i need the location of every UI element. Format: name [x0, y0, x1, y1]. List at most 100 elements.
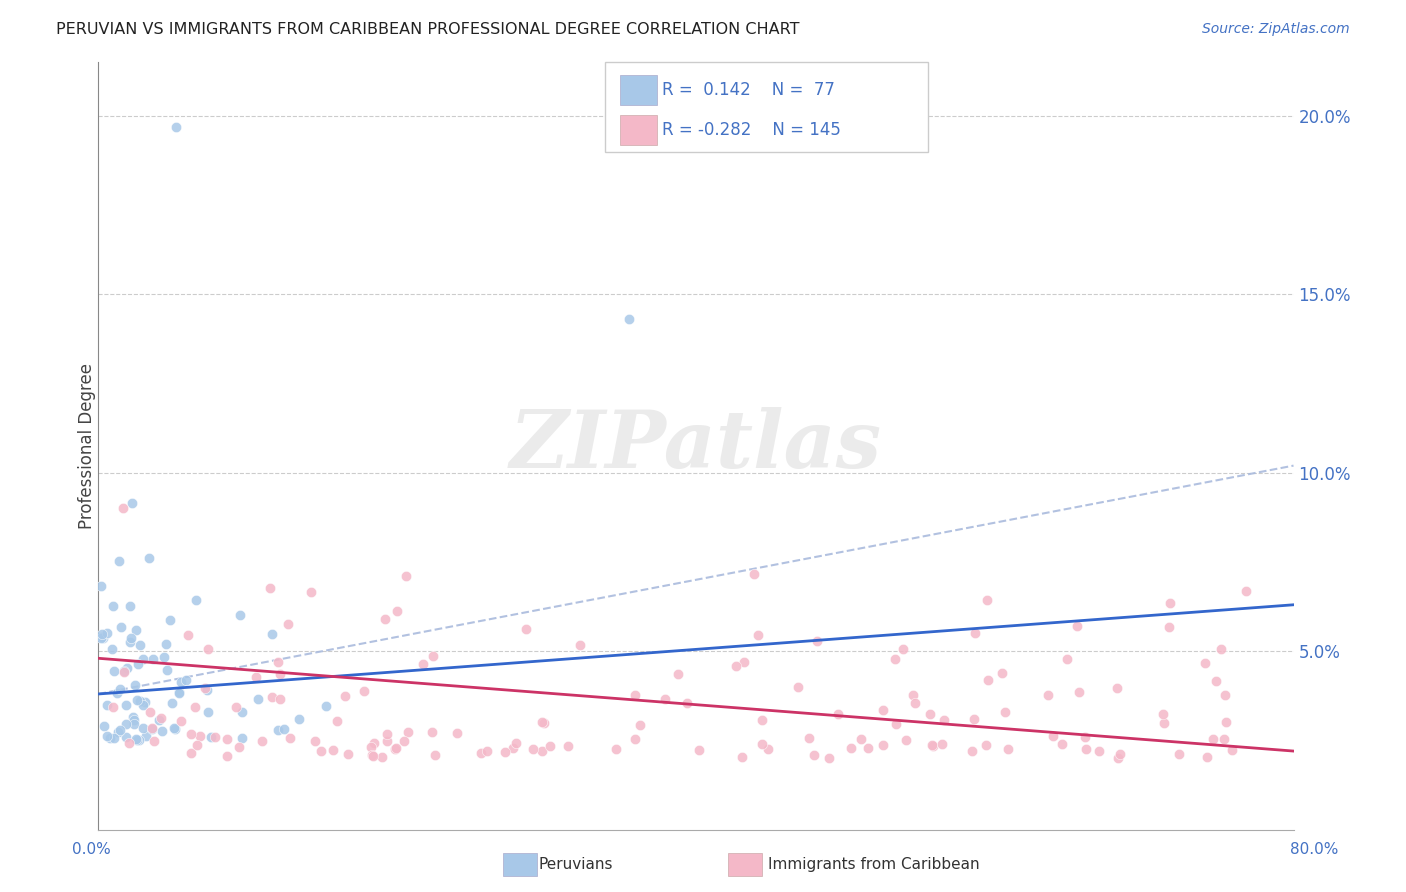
Point [731, 749, 754, 764]
Point [533, 716, 555, 731]
Point [163, 722, 186, 736]
Point [494, 745, 516, 759]
Point [363, 736, 385, 750]
Point [336, 747, 359, 761]
Point [420, 724, 443, 739]
Point [530, 714, 553, 729]
Text: R = -0.282    N = 145: R = -0.282 N = 145 [662, 121, 841, 139]
Point [115, 698, 138, 713]
Point [326, 714, 349, 728]
Point [315, 698, 337, 713]
Point [247, 692, 270, 706]
Point [733, 655, 755, 669]
Point [751, 737, 773, 751]
Point [654, 692, 676, 706]
Point [817, 751, 839, 765]
Point [747, 628, 769, 642]
Point [803, 748, 825, 763]
Point [666, 667, 689, 681]
Text: 0.0%: 0.0% [72, 842, 111, 856]
Point [197, 641, 219, 656]
Point [475, 744, 498, 758]
Point [797, 731, 820, 746]
Point [688, 743, 710, 757]
Point [605, 741, 627, 756]
Point [960, 743, 983, 757]
Point [422, 649, 444, 664]
Point [135, 729, 157, 743]
Point [141, 722, 163, 736]
Point [385, 741, 408, 756]
Point [1042, 729, 1064, 743]
Point [394, 733, 416, 747]
Text: Peruvians: Peruvians [538, 857, 613, 871]
Point [180, 727, 202, 741]
Point [1152, 706, 1174, 721]
Point [568, 638, 591, 652]
Point [121, 496, 143, 510]
Point [105, 686, 128, 700]
Point [997, 741, 1019, 756]
Point [1213, 688, 1236, 702]
Point [142, 652, 165, 666]
Point [125, 732, 148, 747]
Point [446, 726, 468, 740]
Text: 80.0%: 80.0% [1291, 842, 1339, 856]
Point [90, 627, 112, 641]
Point [200, 731, 222, 745]
Point [1108, 750, 1130, 764]
Point [977, 673, 1000, 687]
Point [103, 731, 125, 745]
Point [1201, 731, 1223, 746]
Point [894, 733, 917, 747]
Point [1213, 731, 1236, 746]
Point [90, 579, 112, 593]
Point [371, 750, 394, 764]
Point [225, 700, 247, 714]
Point [124, 713, 146, 727]
Text: R =  0.142    N =  77: R = 0.142 N = 77 [662, 81, 835, 99]
Point [128, 694, 150, 708]
Point [278, 731, 301, 745]
Point [177, 628, 200, 642]
Point [107, 724, 129, 739]
Point [259, 581, 281, 595]
Point [90, 631, 112, 645]
Point [1197, 750, 1219, 764]
Point [903, 688, 925, 702]
Point [260, 627, 283, 641]
Point [110, 620, 132, 634]
Point [112, 665, 135, 679]
Point [505, 737, 527, 751]
Point [101, 599, 124, 614]
Point [322, 743, 344, 757]
Point [120, 599, 142, 613]
Point [120, 631, 142, 645]
Point [1153, 716, 1175, 731]
Point [1211, 642, 1233, 657]
Point [148, 713, 170, 727]
Point [150, 711, 173, 725]
Text: Immigrants from Caribbean: Immigrants from Caribbean [768, 857, 980, 871]
Point [756, 742, 779, 756]
Point [115, 717, 138, 731]
Point [787, 680, 810, 694]
Point [872, 738, 894, 752]
Point [91, 631, 114, 645]
Point [309, 744, 332, 758]
Point [273, 722, 295, 736]
Point [129, 638, 152, 652]
Point [841, 740, 863, 755]
Text: PERUVIAN VS IMMIGRANTS FROM CARIBBEAN PROFESSIONAL DEGREE CORRELATION CHART: PERUVIAN VS IMMIGRANTS FROM CARIBBEAN PR… [56, 22, 800, 37]
Point [963, 712, 986, 726]
Point [396, 724, 419, 739]
Point [262, 690, 284, 704]
Point [91, 630, 114, 644]
Point [1108, 747, 1130, 761]
Point [1234, 584, 1257, 599]
Point [174, 673, 197, 688]
Point [215, 732, 238, 747]
Point [159, 614, 181, 628]
Point [353, 684, 375, 698]
Point [266, 723, 288, 738]
